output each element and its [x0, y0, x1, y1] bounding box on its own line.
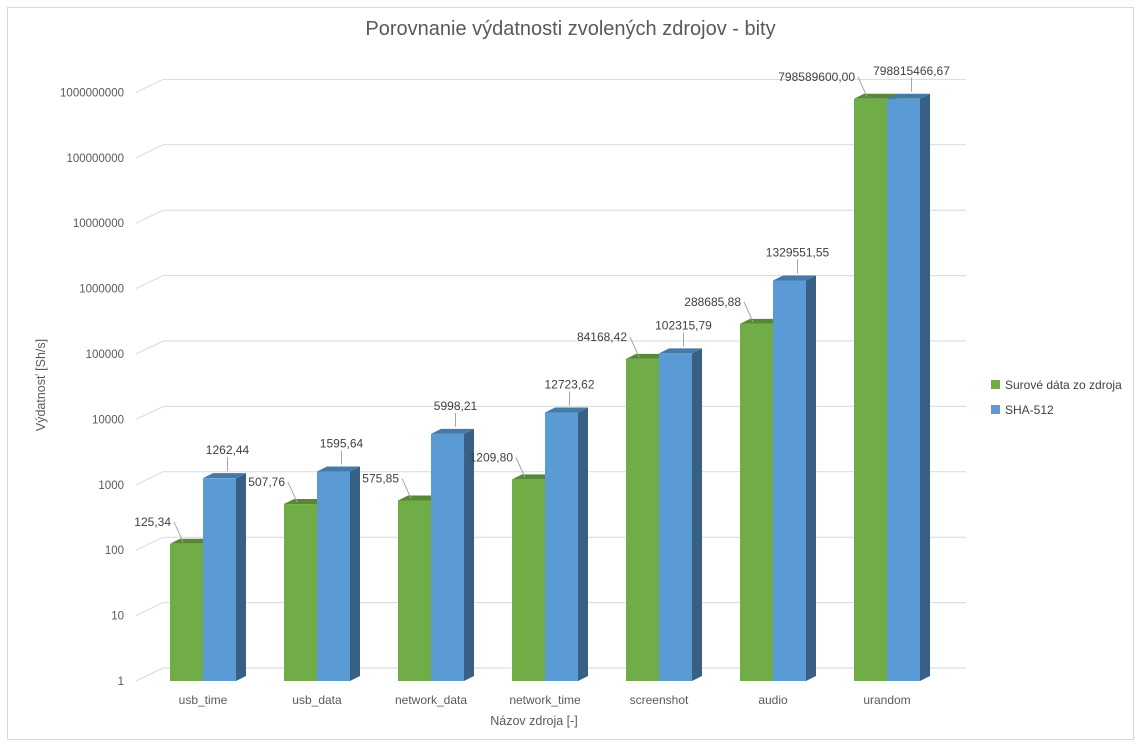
data-label-leader: [629, 336, 640, 358]
x-category-label: network_data: [395, 693, 467, 707]
data-label: 575,85: [362, 471, 399, 485]
legend-entry: Surové dáta zo zdroja: [1005, 378, 1122, 392]
bar-side: [578, 407, 588, 681]
bar-raw: [398, 500, 431, 681]
data-label: 288685,88: [684, 295, 741, 309]
gridline-slant: [135, 275, 164, 290]
data-label-leader: [857, 76, 868, 97]
y-tick-label: 10000: [92, 414, 124, 426]
bar-raw: [512, 479, 545, 681]
gridline-slant: [135, 471, 164, 486]
bar-top: [854, 93, 897, 99]
bar-sha512: [545, 412, 578, 681]
bar-side: [464, 428, 474, 681]
gridline-slant: [135, 667, 164, 682]
data-label: 507,76: [248, 475, 285, 489]
bar-top: [740, 318, 783, 324]
data-label: 798815466,67: [873, 64, 950, 78]
y-tick-label: 10000000: [73, 218, 124, 230]
data-label-leader: [287, 481, 298, 503]
data-label: 1262,44: [206, 443, 250, 457]
y-tick-label: 100000000: [66, 153, 124, 165]
data-label: 84168,42: [577, 330, 627, 344]
bar-sha512: [431, 433, 464, 681]
legend-swatch: [991, 405, 1000, 414]
data-label: 125,34: [134, 515, 171, 529]
bar-top: [545, 407, 588, 413]
bar-raw: [740, 323, 773, 681]
bar-top: [203, 473, 246, 479]
data-label-leader: [173, 521, 184, 542]
data-label-leader: [515, 457, 526, 478]
data-label-leader: [401, 478, 412, 499]
y-tick-label: 1: [118, 676, 124, 688]
y-tick-label: 100: [105, 545, 124, 557]
bar-top: [626, 353, 669, 359]
gridline-slant: [135, 144, 164, 159]
data-label: 1595,64: [320, 437, 364, 451]
y-tick-label: 1000000: [79, 284, 124, 296]
bar-sha512: [203, 478, 236, 681]
x-axis-title: Názov zdroja [-]: [490, 714, 578, 728]
bar-side: [692, 348, 702, 681]
x-category-label: network_time: [509, 693, 581, 707]
y-tick-label: 10: [111, 611, 124, 623]
bar-raw: [170, 543, 203, 681]
y-tick-label: 100000: [86, 349, 124, 361]
data-label: 1209,80: [470, 450, 514, 464]
data-label-leader: [743, 301, 754, 323]
y-axis-title: Výdatnosť [Sh/s]: [34, 339, 48, 431]
gridline-slant: [135, 405, 164, 420]
legend-entry: SHA-512: [1005, 403, 1054, 417]
legend-swatch: [991, 380, 1000, 389]
bar-top: [317, 466, 360, 472]
bar-top: [170, 538, 213, 544]
bar-top: [659, 348, 702, 354]
gridline-slant: [135, 209, 164, 224]
bar-side: [350, 466, 360, 681]
bar-sha512: [317, 471, 350, 681]
bar-top: [773, 275, 816, 281]
bar-sha512: [659, 353, 692, 681]
x-category-label: screenshot: [630, 693, 689, 707]
bar-raw: [854, 98, 887, 682]
bar-top: [284, 499, 327, 505]
x-category-label: urandom: [863, 693, 910, 707]
x-category-label: audio: [758, 693, 788, 707]
bar-top: [512, 474, 555, 480]
bar-top: [431, 428, 474, 434]
gridline-slant: [135, 602, 164, 617]
chart-title: Porovnanie výdatnosti zvolených zdrojov …: [365, 18, 776, 40]
bar-sha512: [773, 280, 806, 681]
data-label: 798589600,00: [778, 70, 855, 84]
gridline-slant: [135, 78, 164, 93]
bar-side: [806, 275, 816, 681]
bar-raw: [626, 358, 659, 681]
bar-top: [887, 93, 930, 99]
data-label: 1329551,55: [766, 246, 830, 260]
bar-side: [920, 93, 930, 681]
y-tick-label: 1000000000: [60, 87, 124, 99]
data-label: 5998,21: [434, 399, 478, 413]
bar-sha512: [887, 98, 920, 681]
gridline-slant: [135, 536, 164, 551]
bar-raw: [284, 504, 317, 681]
gridline-slant: [135, 340, 164, 355]
x-category-label: usb_time: [179, 693, 228, 707]
bar-top: [398, 495, 441, 501]
y-tick-label: 1000: [98, 480, 124, 492]
bar-side: [236, 473, 246, 681]
data-label: 102315,79: [655, 318, 712, 332]
x-category-label: usb_data: [292, 693, 342, 707]
data-label: 12723,62: [544, 378, 594, 392]
